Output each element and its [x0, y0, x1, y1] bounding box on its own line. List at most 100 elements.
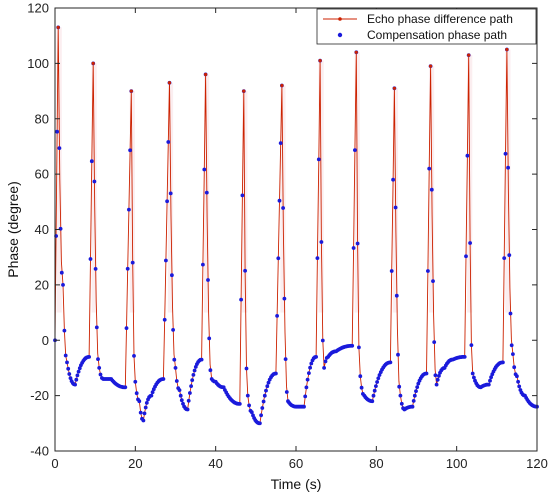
compensation-point — [278, 141, 283, 146]
y-tick-label: -40 — [30, 444, 49, 459]
compensation-point — [98, 372, 103, 377]
y-tick-label: 60 — [35, 167, 49, 182]
compensation-point — [437, 374, 441, 378]
compensation-point — [434, 382, 439, 387]
compensation-point — [357, 345, 361, 350]
legend-echo-label: Echo phase difference path — [367, 12, 513, 26]
compensation-point — [489, 375, 493, 380]
compensation-point — [517, 384, 522, 389]
compensation-point — [208, 368, 213, 373]
compensation-point — [516, 379, 520, 384]
x-tick-label: 40 — [208, 456, 222, 471]
echo-peak-point — [242, 89, 246, 93]
compensation-point — [468, 241, 472, 245]
compensation-point — [174, 379, 179, 383]
compensation-point — [432, 340, 437, 344]
compensation-point — [284, 390, 289, 394]
compensation-point — [59, 270, 64, 275]
compensation-point — [486, 382, 491, 387]
compensation-point — [399, 401, 404, 406]
axis-ticks: 0 20 40 60 80 100 120 -40 -20 0 20 40 60 80 100 120 — [27, 1, 548, 472]
compensation-point — [199, 357, 204, 362]
spike-shade — [56, 27, 62, 313]
compensation-point — [63, 353, 68, 358]
compensation-point — [261, 399, 266, 404]
compensation-point — [501, 360, 505, 365]
compensation-point — [282, 296, 287, 301]
compensation-point — [65, 360, 69, 365]
echo-peak-point — [280, 83, 284, 88]
echo-peak-point — [354, 50, 358, 54]
compensation-point — [314, 355, 318, 359]
compensation-point — [202, 167, 207, 172]
x-axis-label: Time (s) — [271, 476, 322, 492]
compensation-point — [126, 207, 131, 212]
compensation-point — [512, 365, 517, 370]
compensation-point — [309, 361, 314, 366]
compensation-point — [507, 253, 512, 257]
echo-peak-point — [167, 81, 172, 85]
compensation-point — [323, 359, 328, 364]
compensation-point — [172, 357, 177, 362]
compensation-point — [237, 402, 242, 406]
compensation-point — [472, 375, 476, 380]
compensation-point — [143, 405, 148, 410]
compensation-point — [410, 404, 415, 409]
compensation-point — [397, 384, 402, 389]
legend-box — [316, 8, 537, 45]
compensation-point — [74, 377, 79, 382]
compensation-point — [243, 268, 248, 273]
compensation-point — [308, 365, 312, 370]
compensation-point — [192, 368, 197, 373]
compensation-point — [170, 273, 174, 278]
compensation-point — [141, 418, 146, 423]
compensation-point — [377, 373, 382, 377]
compensation-point — [73, 382, 77, 387]
compensation-point — [416, 381, 421, 386]
compensation-point — [426, 269, 430, 273]
compensation-point — [353, 148, 357, 153]
echo-peak-point — [318, 59, 322, 63]
compensation-point — [171, 328, 176, 332]
compensation-point — [465, 153, 470, 158]
legend-compensation-marker — [337, 32, 343, 38]
compensation-point — [57, 146, 62, 151]
compensation-point — [87, 355, 91, 359]
compensation-point — [173, 366, 178, 370]
compensation-point — [247, 403, 252, 408]
compensation-point — [97, 366, 102, 370]
compensation-point — [93, 267, 98, 271]
x-tick-label: 20 — [128, 456, 142, 471]
compensation-point — [189, 384, 194, 388]
compensation-point — [358, 374, 363, 379]
plot-area — [53, 25, 539, 426]
compensation-point — [125, 266, 130, 271]
compensation-point — [509, 343, 514, 348]
compensation-point — [375, 380, 379, 384]
compensation-point — [266, 380, 271, 385]
compensation-point — [68, 376, 73, 380]
compensation-point — [164, 258, 168, 263]
compensation-point — [506, 165, 510, 170]
compensation-point — [415, 385, 420, 389]
y-tick-label: 80 — [35, 111, 49, 126]
compensation-point — [302, 404, 306, 409]
compensation-point — [77, 366, 82, 371]
compensation-point — [245, 393, 250, 398]
compensation-point — [89, 159, 94, 164]
compensation-point — [320, 338, 325, 343]
compensation-point — [393, 205, 398, 210]
compensation-point — [185, 407, 190, 412]
compensation-point — [322, 366, 326, 370]
y-tick-label: 40 — [35, 222, 49, 237]
x-tick-label: 120 — [526, 456, 548, 471]
compensation-point — [260, 406, 265, 410]
compensation-point — [304, 385, 309, 390]
compensation-point — [276, 256, 281, 261]
compensation-point — [191, 373, 196, 377]
compensation-point — [128, 148, 133, 153]
compensation-point — [469, 343, 474, 347]
compensation-point — [92, 179, 97, 184]
compensation-point — [58, 226, 63, 231]
compensation-point — [391, 177, 395, 182]
